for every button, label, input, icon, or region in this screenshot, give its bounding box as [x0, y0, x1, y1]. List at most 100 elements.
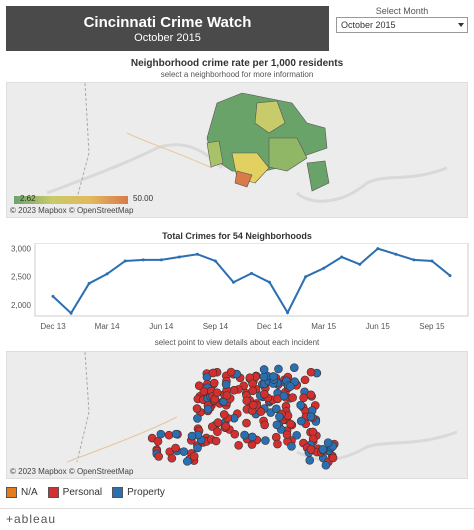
incident-point[interactable]: [187, 431, 197, 441]
incident-point[interactable]: [318, 444, 328, 454]
data-point[interactable]: [322, 266, 326, 270]
incident-point[interactable]: [296, 400, 305, 410]
incident-point[interactable]: [272, 420, 282, 430]
incident-point[interactable]: [221, 380, 231, 389]
incident-point[interactable]: [248, 379, 257, 389]
incident-point[interactable]: [153, 437, 163, 446]
data-point[interactable]: [51, 294, 55, 298]
incident-point[interactable]: [154, 452, 163, 461]
data-point[interactable]: [141, 258, 145, 262]
incident-point[interactable]: [308, 427, 318, 437]
data-point[interactable]: [195, 252, 199, 256]
incident-point[interactable]: [275, 412, 284, 421]
neighborhood-region-high[interactable]: [234, 170, 253, 188]
incident-point[interactable]: [221, 421, 231, 431]
data-point[interactable]: [159, 258, 163, 262]
data-point[interactable]: [340, 255, 344, 259]
incident-point[interactable]: [256, 407, 266, 416]
incident-point[interactable]: [305, 455, 315, 465]
incident-point[interactable]: [194, 381, 204, 391]
incident-map[interactable]: © 2023 Mapbox © OpenStreetMap: [6, 351, 468, 479]
incident-point[interactable]: [167, 453, 177, 463]
incident-point[interactable]: [230, 429, 240, 439]
legend-item-na[interactable]: N/A: [6, 487, 38, 498]
incident-point[interactable]: [328, 453, 338, 463]
incident-point[interactable]: [321, 460, 331, 470]
data-point[interactable]: [412, 258, 416, 262]
legend-item-personal[interactable]: Personal: [47, 487, 102, 498]
incident-point[interactable]: [306, 412, 316, 421]
incident-point[interactable]: [171, 443, 180, 453]
incident-point[interactable]: [156, 429, 166, 439]
incident-point[interactable]: [299, 393, 308, 403]
data-point[interactable]: [250, 271, 253, 275]
incident-point[interactable]: [242, 396, 252, 406]
incident-point[interactable]: [207, 422, 217, 431]
data-point[interactable]: [304, 275, 308, 279]
data-point[interactable]: [105, 272, 109, 276]
tableau-logo[interactable]: +ableau: [6, 512, 57, 526]
incident-point[interactable]: [272, 404, 281, 414]
incident-point[interactable]: [240, 430, 249, 440]
incident-point[interactable]: [213, 427, 222, 436]
chevron-down-icon[interactable]: [458, 23, 464, 27]
incident-point[interactable]: [286, 419, 295, 429]
incident-point[interactable]: [164, 430, 174, 440]
incident-point[interactable]: [229, 385, 239, 395]
month-select-dropdown[interactable]: October 2015: [336, 17, 468, 33]
incident-point[interactable]: [259, 372, 269, 382]
incident-point[interactable]: [260, 389, 269, 399]
incident-point[interactable]: [274, 364, 283, 374]
incident-point[interactable]: [213, 418, 223, 427]
incident-point[interactable]: [288, 393, 297, 402]
incident-point[interactable]: [286, 382, 295, 391]
incident-point[interactable]: [269, 372, 278, 381]
neighborhood-choropleth-map[interactable]: © 2023 Mapbox © OpenStreetMap: [6, 82, 468, 218]
incident-point[interactable]: [296, 416, 306, 426]
data-point[interactable]: [376, 247, 380, 251]
incident-point[interactable]: [193, 443, 202, 453]
incident-point[interactable]: [212, 388, 222, 397]
incident-point[interactable]: [222, 391, 232, 400]
incident-point[interactable]: [211, 436, 221, 446]
incident-point[interactable]: [300, 375, 310, 385]
neighborhood-region-west[interactable]: [206, 140, 224, 168]
incident-point[interactable]: [306, 445, 316, 454]
neighborhood-region-central[interactable]: [254, 100, 286, 134]
data-point[interactable]: [69, 311, 73, 315]
incident-point[interactable]: [306, 367, 316, 377]
incident-point[interactable]: [179, 447, 189, 456]
incident-point[interactable]: [279, 391, 289, 401]
incident-point[interactable]: [282, 430, 292, 439]
incident-point[interactable]: [189, 451, 199, 461]
incident-point[interactable]: [242, 418, 251, 428]
incident-point[interactable]: [182, 457, 192, 466]
data-point[interactable]: [123, 259, 127, 263]
incident-point[interactable]: [247, 432, 257, 442]
data-point[interactable]: [177, 255, 181, 259]
incident-point[interactable]: [209, 378, 219, 388]
data-point[interactable]: [430, 259, 434, 263]
incident-point[interactable]: [260, 420, 269, 430]
neighborhood-region-east[interactable]: [268, 137, 308, 172]
incident-point[interactable]: [289, 363, 299, 372]
data-point[interactable]: [213, 259, 217, 263]
incident-svg[interactable]: [7, 352, 468, 479]
data-point[interactable]: [268, 280, 272, 284]
incident-point[interactable]: [249, 400, 258, 410]
neighborhood-region-southeast[interactable]: [306, 160, 330, 192]
incident-point[interactable]: [259, 365, 269, 374]
incident-point[interactable]: [273, 439, 282, 449]
data-point[interactable]: [394, 252, 398, 256]
legend-item-property[interactable]: Property: [112, 487, 165, 498]
incident-point[interactable]: [226, 367, 236, 377]
data-point[interactable]: [358, 262, 362, 266]
incident-point[interactable]: [248, 386, 258, 396]
incident-point[interactable]: [208, 368, 218, 378]
incident-point[interactable]: [192, 404, 202, 413]
data-point[interactable]: [448, 274, 452, 278]
incident-point[interactable]: [203, 404, 213, 414]
incident-point[interactable]: [306, 390, 316, 400]
incident-point[interactable]: [287, 442, 296, 451]
incident-point[interactable]: [193, 414, 202, 423]
